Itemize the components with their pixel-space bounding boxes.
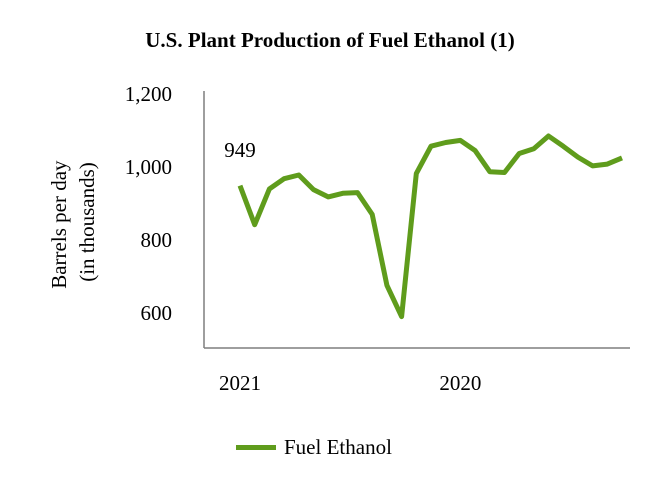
chart-title: U.S. Plant Production of Fuel Ethanol (1…: [145, 28, 515, 52]
x-tick-label: 2021: [219, 371, 261, 395]
y-tick-label: 1,200: [125, 82, 172, 106]
x-tick-label: 2020: [439, 371, 481, 395]
legend-label-fuel-ethanol: Fuel Ethanol: [284, 434, 392, 459]
series-line-fuel-ethanol: [237, 133, 623, 320]
y-tick-label: 600: [141, 301, 173, 325]
legend: Fuel Ethanol: [236, 435, 392, 459]
y-axis-label-line-2: (in thousands): [75, 162, 99, 282]
y-tick-label: 800: [141, 228, 173, 252]
x-tick-labels: 202120202019: [219, 371, 481, 395]
y-axis-label: Barrels per day (in thousands): [47, 155, 99, 289]
data-annotations: 949: [224, 138, 256, 162]
y-axis-label-line-1: Barrels per day: [47, 160, 71, 289]
y-tick-labels: 600 800 1,000 1,200: [125, 82, 172, 325]
legend-swatch: [236, 444, 276, 450]
y-tick-label: 1,000: [125, 155, 172, 179]
data-label: 949: [224, 138, 256, 162]
